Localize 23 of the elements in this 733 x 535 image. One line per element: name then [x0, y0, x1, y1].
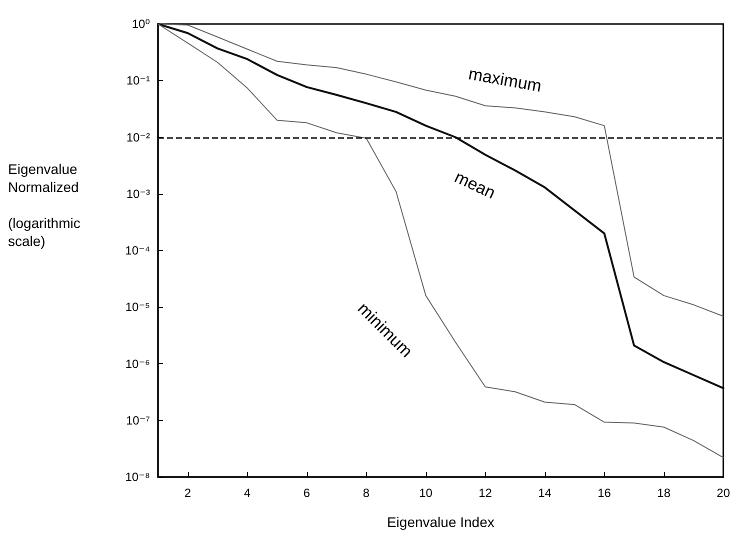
- y-tick-label: 10⁻¹: [126, 74, 150, 88]
- x-axis-title: Eigenvalue Index: [386, 514, 494, 530]
- x-tick-label: 4: [244, 486, 251, 500]
- x-tick-label: 18: [657, 486, 671, 500]
- y-tick-label: 10⁰: [132, 17, 150, 31]
- x-tick-label: 14: [538, 486, 552, 500]
- x-tick-label: 8: [362, 486, 370, 500]
- x-tick-label: 10: [419, 486, 433, 500]
- x-tick-label: 16: [598, 486, 612, 500]
- y-tick-label: 10⁻³: [126, 186, 150, 201]
- y-tick-label: 10⁻⁸: [125, 470, 150, 484]
- text: Eigenvalue Normalized (logarithmic scale): [8, 161, 80, 249]
- y-tick-label: 10⁻⁷: [126, 413, 150, 428]
- x-tick-label: 12: [478, 486, 492, 500]
- annotation: maximum: [467, 64, 543, 96]
- y-tick-label: 10⁻⁶: [125, 356, 150, 371]
- annotation: mean: [452, 167, 498, 203]
- y-tick-label: 10⁻⁴: [125, 244, 150, 258]
- y-tick-label: 10⁻²: [126, 130, 150, 144]
- x-tick-label: 6: [303, 486, 310, 500]
- y-tick-label: 10⁻⁵: [125, 300, 150, 314]
- x-tick-label: 20: [716, 486, 730, 500]
- x-tick-label: 2: [184, 486, 192, 500]
